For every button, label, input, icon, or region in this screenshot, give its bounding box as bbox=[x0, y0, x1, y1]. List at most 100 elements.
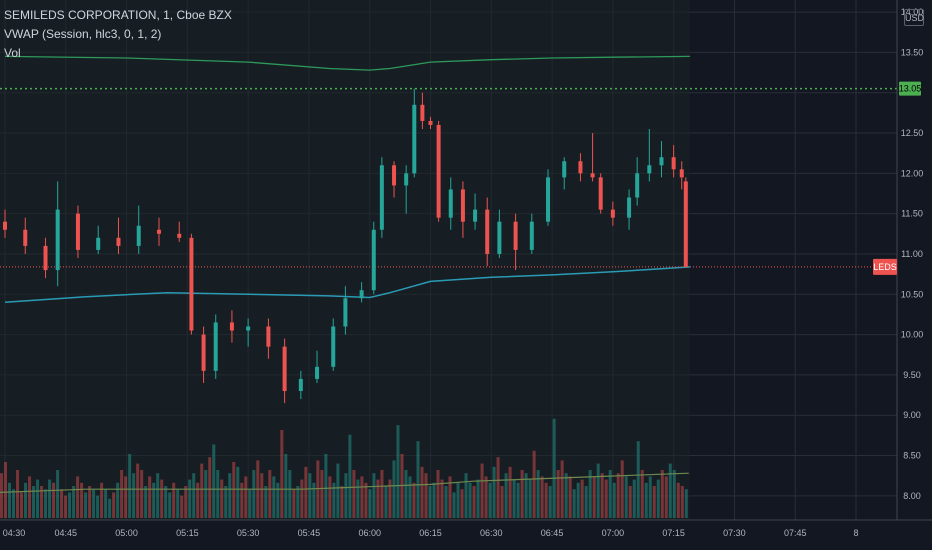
volume-bar bbox=[632, 479, 636, 518]
candle-body bbox=[610, 209, 615, 218]
volume-bar bbox=[188, 479, 192, 518]
volume-bar bbox=[28, 476, 32, 518]
volume-bar bbox=[0, 473, 4, 518]
volume-bar bbox=[44, 489, 48, 518]
volume-bar bbox=[676, 482, 680, 518]
volume-bar bbox=[624, 476, 628, 518]
candle-body bbox=[428, 120, 433, 125]
volume-bar bbox=[416, 441, 420, 518]
volume-bar bbox=[248, 489, 252, 518]
candle-body bbox=[43, 245, 48, 271]
time-tick-label: 05:00 bbox=[115, 528, 138, 538]
volume-bar bbox=[560, 460, 564, 518]
candle-body bbox=[75, 213, 80, 250]
volume-bar bbox=[628, 486, 632, 518]
volume-indicator-label[interactable]: Vol bbox=[4, 46, 21, 60]
high-price-badge bbox=[899, 81, 921, 96]
symbol-price-label: LEDS bbox=[873, 262, 897, 272]
volume-bar bbox=[348, 434, 352, 518]
volume-bar bbox=[268, 470, 272, 518]
vwap-upper-band-line bbox=[4, 55, 690, 71]
volume-bar bbox=[564, 473, 568, 518]
volume-bar bbox=[412, 482, 416, 518]
price-tick-label: 13.50 bbox=[901, 47, 924, 57]
volume-bar bbox=[292, 489, 296, 518]
candle-body bbox=[671, 157, 676, 170]
vwap-indicator-label[interactable]: VWAP (Session, hlc3, 0, 1, 2) bbox=[4, 27, 162, 41]
session-shading bbox=[0, 0, 690, 520]
price-axis-background bbox=[897, 0, 932, 520]
volume-bar bbox=[68, 492, 72, 518]
volume-bar bbox=[120, 470, 124, 518]
volume-bar bbox=[152, 482, 156, 518]
volume-bar bbox=[496, 457, 500, 518]
price-tick-label: 12.00 bbox=[901, 168, 924, 178]
high-price-label: 13.05 bbox=[899, 84, 922, 94]
volume-bar bbox=[492, 466, 496, 518]
candle-body bbox=[177, 233, 182, 238]
volume-bar bbox=[284, 454, 288, 518]
volume-bar bbox=[508, 466, 512, 518]
candle-body bbox=[497, 221, 502, 254]
volume-bar bbox=[144, 486, 148, 518]
volume-bar bbox=[148, 476, 152, 518]
volume-bar bbox=[172, 482, 176, 518]
volume-bar bbox=[88, 486, 92, 518]
volume-bar bbox=[332, 482, 336, 518]
volume-bar bbox=[164, 486, 168, 518]
price-axis[interactable]: 14.00 13.50 12.50 12.00 11.50 11.00 10.50 10.00… bbox=[901, 7, 924, 501]
volume-bar bbox=[576, 482, 580, 518]
candle-body bbox=[590, 173, 595, 178]
volume-bar bbox=[408, 476, 412, 518]
volume-bar bbox=[288, 470, 292, 518]
candle-body bbox=[379, 165, 384, 230]
volume-bar bbox=[428, 486, 432, 518]
candle-body bbox=[436, 124, 441, 218]
volume-bar bbox=[360, 476, 364, 518]
volume-bar bbox=[544, 482, 548, 518]
volume-bar bbox=[476, 479, 480, 518]
candle-body bbox=[627, 197, 632, 218]
time-axis[interactable]: 04:30 04:45 05:00 05:15 05:30 05:45 06:00 06:15… bbox=[3, 528, 859, 538]
volume-bar bbox=[516, 482, 520, 518]
price-tick-label: 11.00 bbox=[901, 249, 923, 259]
price-tick-label: 9.50 bbox=[903, 370, 921, 380]
volume-bar bbox=[140, 470, 144, 518]
volume-bar bbox=[468, 482, 472, 518]
candle-body bbox=[246, 326, 251, 331]
volume-bar bbox=[316, 460, 320, 518]
candle-body bbox=[156, 229, 161, 234]
candle-body bbox=[513, 221, 518, 250]
volume-bar bbox=[124, 476, 128, 518]
volume-bar bbox=[536, 470, 540, 518]
volume-bar bbox=[176, 489, 180, 518]
time-tick-label: 07:15 bbox=[662, 528, 685, 538]
volume-bar bbox=[136, 463, 140, 518]
time-tick-label: 04:45 bbox=[55, 528, 78, 538]
candle-body bbox=[635, 173, 640, 198]
volume-bar bbox=[364, 482, 368, 518]
candle-body bbox=[659, 157, 664, 166]
volume-bar bbox=[540, 476, 544, 518]
symbol-title[interactable]: SEMILEDS CORPORATION, 1, Cboe BZX bbox=[4, 8, 232, 22]
candle-body bbox=[683, 181, 688, 267]
volume-bar bbox=[196, 482, 200, 518]
volume-bar bbox=[404, 470, 408, 518]
volume-bar bbox=[664, 476, 668, 518]
volume-bar bbox=[420, 466, 424, 518]
time-tick-label: 07:45 bbox=[784, 528, 807, 538]
volume-bar bbox=[452, 492, 456, 518]
volume-bar bbox=[192, 473, 196, 518]
currency-button[interactable]: USD bbox=[904, 9, 924, 26]
volume-bar bbox=[72, 486, 76, 518]
time-axis-background bbox=[0, 520, 932, 550]
candle-body bbox=[578, 161, 583, 174]
volume-bar bbox=[424, 473, 428, 518]
volume-bar bbox=[384, 486, 388, 518]
volume-bar bbox=[652, 486, 656, 518]
candle-body bbox=[343, 298, 348, 327]
volume-bar bbox=[464, 473, 468, 518]
candle-body bbox=[546, 177, 551, 222]
volume-bar bbox=[572, 489, 576, 518]
